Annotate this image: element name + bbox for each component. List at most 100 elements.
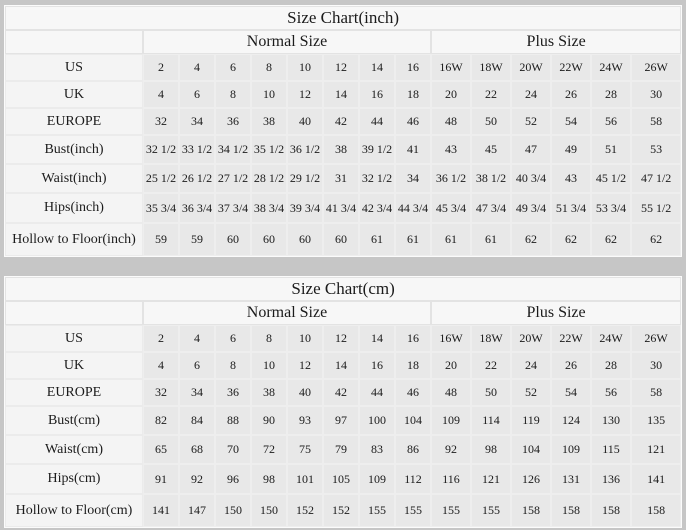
table-row: EUROPE 32 34 36 38 40 42 44 46 48 50 52 54 56 58	[6, 380, 681, 405]
size-value-cell: 130	[592, 407, 630, 434]
size-value-cell: 45	[472, 136, 510, 163]
size-value-cell: 34	[180, 109, 214, 134]
size-value-cell: 24W	[592, 55, 630, 80]
table-row: US 2 4 6 8 10 12 14 16 16W 18W 20W 22W 24W 26W	[6, 326, 681, 351]
table-title: Size Chart(inch)	[6, 7, 681, 29]
size-value-cell: 109	[432, 407, 470, 434]
size-value-cell: 84	[180, 407, 214, 434]
table-row: Bust(inch) 32 1/2 33 1/2 34 1/2 35 1/2 36 1/2…	[6, 136, 681, 163]
size-value-cell: 56	[592, 380, 630, 405]
size-value-cell: 91	[144, 465, 178, 493]
size-value-cell: 39 3/4	[288, 194, 322, 222]
table-title-row: Size Chart(cm)	[6, 278, 681, 300]
table-row: UK 4 6 8 10 12 14 16 18 20 22 24 26 28 30	[6, 82, 681, 107]
size-value-cell: 126	[512, 465, 550, 493]
size-value-cell: 97	[324, 407, 358, 434]
size-value-cell: 36 1/2	[288, 136, 322, 163]
size-value-cell: 16	[360, 353, 394, 378]
size-value-cell: 60	[288, 224, 322, 255]
table-row: Hollow to Floor(cm) 141 147 150 150 152 152 155…	[6, 495, 681, 526]
size-value-cell: 16	[360, 82, 394, 107]
size-value-cell: 12	[324, 55, 358, 80]
size-value-cell: 38	[252, 109, 286, 134]
size-value-cell: 109	[552, 436, 590, 463]
size-value-cell: 46	[396, 380, 430, 405]
size-value-cell: 158	[632, 495, 681, 526]
size-value-cell: 30	[632, 353, 681, 378]
size-value-cell: 53	[632, 136, 681, 163]
table-row: Hollow to Floor(inch) 59 59 60 60 60 60 61 61 61 6…	[6, 224, 681, 255]
size-value-cell: 121	[632, 436, 681, 463]
size-value-cell: 59	[144, 224, 178, 255]
size-value-cell: 36 3/4	[180, 194, 214, 222]
size-value-cell: 8	[252, 55, 286, 80]
size-value-cell: 40 3/4	[512, 165, 550, 192]
size-value-cell: 22	[472, 353, 510, 378]
size-value-cell: 24W	[592, 326, 630, 351]
size-value-cell: 54	[552, 109, 590, 134]
size-value-cell: 100	[360, 407, 394, 434]
size-value-cell: 147	[180, 495, 214, 526]
size-value-cell: 45 3/4	[432, 194, 470, 222]
size-value-cell: 55 1/2	[632, 194, 681, 222]
size-value-cell: 60	[324, 224, 358, 255]
size-value-cell: 155	[472, 495, 510, 526]
size-value-cell: 24	[512, 353, 550, 378]
size-value-cell: 34	[396, 165, 430, 192]
size-value-cell: 8	[252, 326, 286, 351]
row-label: Bust(cm)	[6, 407, 142, 434]
size-value-cell: 29 1/2	[288, 165, 322, 192]
size-value-cell: 88	[216, 407, 250, 434]
size-value-cell: 56	[592, 109, 630, 134]
size-value-cell: 12	[288, 82, 322, 107]
size-value-cell: 119	[512, 407, 550, 434]
size-value-cell: 158	[552, 495, 590, 526]
size-value-cell: 20W	[512, 55, 550, 80]
size-value-cell: 22W	[552, 55, 590, 80]
size-value-cell: 6	[216, 55, 250, 80]
size-value-cell: 41	[396, 136, 430, 163]
size-value-cell: 10	[288, 55, 322, 80]
size-value-cell: 51 3/4	[552, 194, 590, 222]
size-value-cell: 114	[472, 407, 510, 434]
size-value-cell: 4	[180, 326, 214, 351]
size-value-cell: 104	[512, 436, 550, 463]
plus-size-group-header: Plus Size	[432, 302, 681, 324]
size-value-cell: 152	[288, 495, 322, 526]
size-value-cell: 6	[180, 353, 214, 378]
size-value-cell: 39 1/2	[360, 136, 394, 163]
size-value-cell: 116	[432, 465, 470, 493]
size-chart-cm-table: Size Chart(cm) Normal Size Plus Size US 2…	[4, 276, 683, 528]
table-row: US 2 4 6 8 10 12 14 16 16W 18W 20W 22W 24W 26W	[6, 55, 681, 80]
size-value-cell: 12	[288, 353, 322, 378]
size-value-cell: 50	[472, 380, 510, 405]
size-value-cell: 54	[552, 380, 590, 405]
size-value-cell: 59	[180, 224, 214, 255]
size-value-cell: 48	[432, 109, 470, 134]
size-value-cell: 60	[252, 224, 286, 255]
size-value-cell: 83	[360, 436, 394, 463]
size-value-cell: 18	[396, 353, 430, 378]
size-value-cell: 36	[216, 109, 250, 134]
size-value-cell: 112	[396, 465, 430, 493]
size-value-cell: 16	[396, 55, 430, 80]
size-value-cell: 70	[216, 436, 250, 463]
size-value-cell: 68	[180, 436, 214, 463]
table-title: Size Chart(cm)	[6, 278, 681, 300]
size-value-cell: 42	[324, 109, 358, 134]
size-value-cell: 62	[552, 224, 590, 255]
normal-size-group-header: Normal Size	[144, 31, 430, 53]
size-value-cell: 44	[360, 380, 394, 405]
table-row: Hips(cm) 91 92 96 98 101 105 109 112 116 121 126 131…	[6, 465, 681, 493]
size-value-cell: 60	[216, 224, 250, 255]
size-value-cell: 158	[512, 495, 550, 526]
size-value-cell: 40	[288, 380, 322, 405]
row-label: Waist(inch)	[6, 165, 142, 192]
size-value-cell: 32	[144, 380, 178, 405]
size-value-cell: 22W	[552, 326, 590, 351]
size-value-cell: 92	[180, 465, 214, 493]
size-value-cell: 8	[216, 82, 250, 107]
size-value-cell: 38 1/2	[472, 165, 510, 192]
size-value-cell: 155	[360, 495, 394, 526]
size-value-cell: 42	[324, 380, 358, 405]
